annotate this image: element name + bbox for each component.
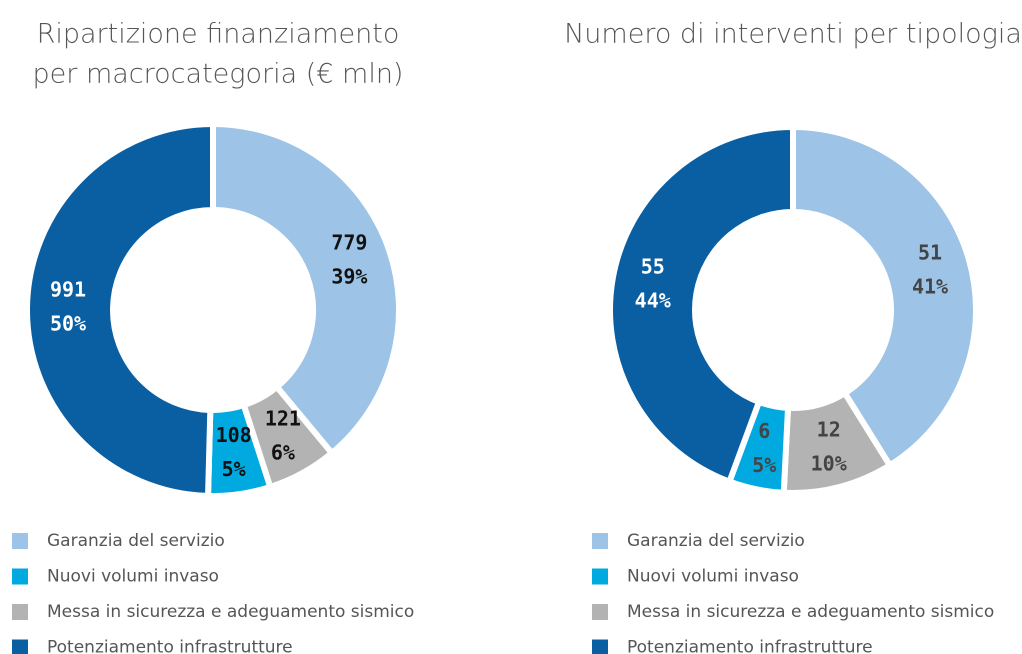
legend-label: Nuovi volumi invaso xyxy=(47,567,219,587)
donut-slice xyxy=(607,123,796,486)
legend-swatch xyxy=(592,604,608,620)
value-label: 779 xyxy=(331,230,367,254)
chart-title: Numero di interventi per tipologia xyxy=(564,19,1022,50)
percent-label: 5% xyxy=(752,453,776,477)
percent-label: 44% xyxy=(635,288,671,312)
legend-swatch xyxy=(12,533,28,549)
legend-label: Potenziamento infrastrutture xyxy=(627,638,873,654)
legend-swatch xyxy=(592,533,608,549)
donut-slice xyxy=(790,123,979,470)
legend-swatch xyxy=(592,639,608,654)
donut-slice xyxy=(210,120,402,458)
percent-label: 5% xyxy=(222,457,246,481)
legend-label: Garanzia del servizio xyxy=(627,531,805,551)
value-label: 6 xyxy=(758,419,770,443)
legend-label: Nuovi volumi invaso xyxy=(627,567,799,587)
value-label: 108 xyxy=(216,423,252,447)
percent-label: 41% xyxy=(912,274,948,298)
percent-label: 10% xyxy=(811,451,847,475)
value-label: 12 xyxy=(817,417,841,441)
chart-title: per macrocategoria (€ mln) xyxy=(33,59,404,90)
legend-swatch xyxy=(12,568,28,585)
legend-label: Messa in sicurezza e adeguamento sismico xyxy=(47,602,414,622)
legend-swatch xyxy=(592,568,608,585)
value-label: 121 xyxy=(265,407,301,431)
legend-swatch xyxy=(12,639,28,654)
percent-label: 6% xyxy=(271,441,295,465)
value-label: 991 xyxy=(50,278,86,302)
legend-label: Potenziamento infrastrutture xyxy=(47,638,293,654)
value-label: 51 xyxy=(918,240,942,264)
legend-label: Garanzia del servizio xyxy=(47,531,225,551)
percent-label: 50% xyxy=(50,312,86,336)
donut-slice xyxy=(24,120,216,500)
percent-label: 39% xyxy=(331,264,367,288)
legend-swatch xyxy=(12,604,28,620)
value-label: 55 xyxy=(641,254,665,278)
legend-label: Messa in sicurezza e adeguamento sismico xyxy=(627,602,994,622)
chart-title: Ripartizione finanziamento xyxy=(37,19,400,50)
